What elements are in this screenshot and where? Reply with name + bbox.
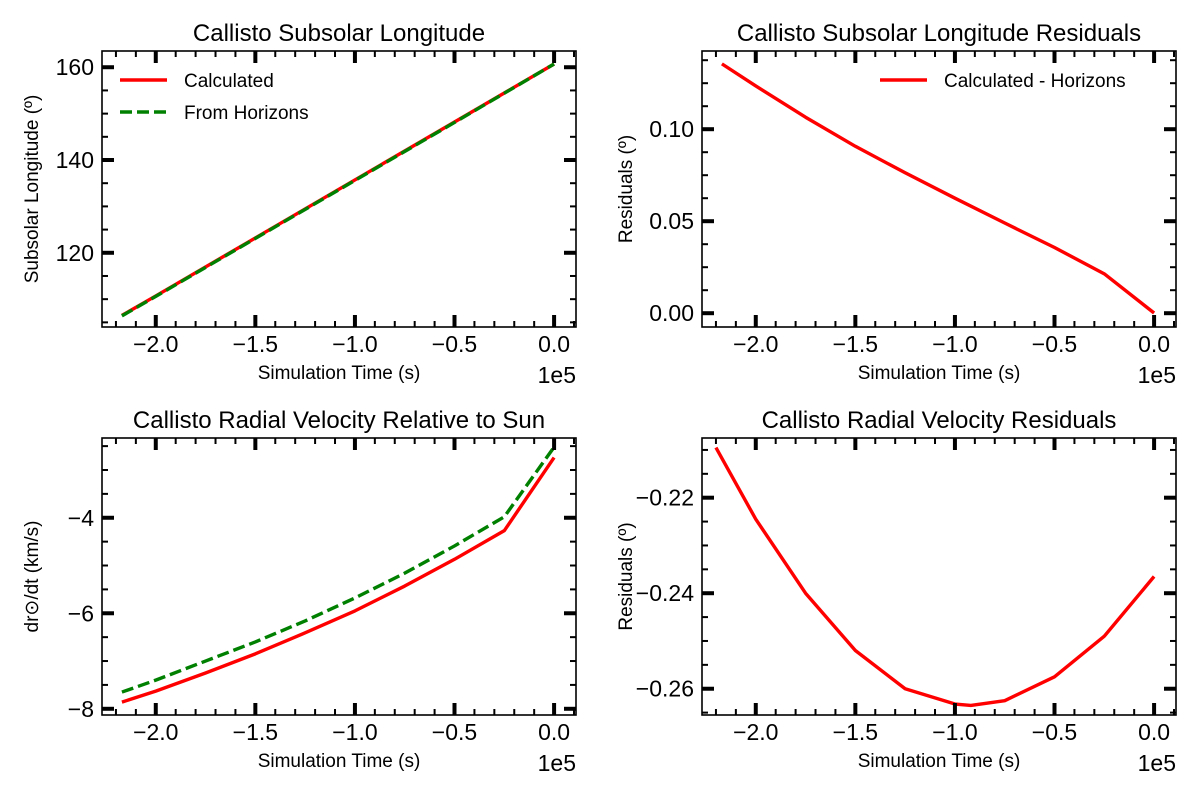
y-tick-label: 120 [56,240,94,266]
x-tick-label: 0.0 [538,719,570,745]
y-tick-label: −4 [68,505,94,531]
y-tick-label: 0.05 [649,208,694,234]
series-line-horizons [121,446,556,694]
y-axis-label: dr⊙/dt (km/s) [22,521,43,633]
y-tick-label: 0.10 [649,116,694,142]
x-tick-label: 0.0 [1138,331,1170,357]
series-line-calculated [720,62,1156,315]
x-axis-label: Simulation Time (s) [858,363,1021,384]
x-tick-label: −0.5 [432,719,477,745]
x-tick-label: −2.0 [733,719,778,745]
plot-frame [701,50,1177,328]
legend-entry: Calculated - Horizons [944,71,1126,92]
legend-entry: Calculated [184,71,274,92]
chart-title: Callisto Subsolar Longitude [193,20,485,47]
x-tick-label: 0.0 [1138,719,1170,745]
x-axis-label: Simulation Time (s) [258,363,421,384]
chart-panel-1: Callisto Subsolar Longitude −2.0 −1.5 −1.0 −… [22,20,577,388]
x-tick-label: −1.5 [233,331,278,357]
x-tick-label: −2.0 [133,719,178,745]
x-tick-label: −0.5 [1032,331,1077,357]
chart-title: Callisto Radial Velocity Residuals [762,407,1117,434]
x-tick-label: −1.5 [233,719,278,745]
y-tick-label: −0.26 [636,676,694,702]
y-axis-label: Residuals (º) [616,135,637,243]
x-tick-label: −1.0 [932,331,977,357]
y-tick-label: −8 [68,696,94,722]
x-tick-label: −0.5 [432,331,477,357]
series-line-calculated [121,456,556,704]
chart-title: Callisto Subsolar Longitude Residuals [737,20,1141,47]
series-line-calculated [714,446,1156,708]
legend: Calculated From Horizons [120,71,309,124]
chart-panel-3: Callisto Radial Velocity Relative to Sun… [22,407,577,776]
x-offset-label: 1e5 [538,362,576,388]
y-axis-label: Subsolar Longitude (º) [22,95,43,284]
y-tick-label: −6 [68,600,94,626]
x-axis-label: Simulation Time (s) [258,751,421,772]
x-tick-label: −2.0 [733,331,778,357]
chart-title: Callisto Radial Velocity Relative to Sun [133,407,545,434]
x-tick-label: −1.0 [332,719,377,745]
x-tick-label: −1.0 [932,719,977,745]
y-tick-label: 160 [56,54,94,80]
plot-frame [701,437,1177,716]
chart-panel-2: Callisto Subsolar Longitude Residuals −2.… [616,20,1177,388]
chart-panel-4: Callisto Radial Velocity Residuals −2.0 −1… [616,407,1177,776]
legend-entry: From Horizons [184,103,309,124]
series-line-horizons [121,62,555,318]
x-tick-label: −1.5 [833,719,878,745]
y-tick-label: −0.22 [636,485,694,511]
x-offset-label: 1e5 [538,750,576,776]
y-axis-label: Residuals (º) [616,522,637,630]
x-offset-label: 1e5 [1138,362,1176,388]
y-tick-label: −0.24 [636,580,694,606]
x-axis-label: Simulation Time (s) [858,751,1021,772]
x-tick-label: −0.5 [1032,719,1077,745]
legend: Calculated - Horizons [880,71,1126,92]
y-tick-label: 0.00 [649,300,694,326]
x-tick-label: −1.5 [833,331,878,357]
x-offset-label: 1e5 [1138,750,1176,776]
plot-frame [101,437,577,716]
plot-frame [101,50,577,328]
x-tick-label: 0.0 [538,331,570,357]
x-tick-label: −2.0 [133,331,178,357]
y-tick-label: 140 [56,147,94,173]
x-tick-label: −1.0 [332,331,377,357]
